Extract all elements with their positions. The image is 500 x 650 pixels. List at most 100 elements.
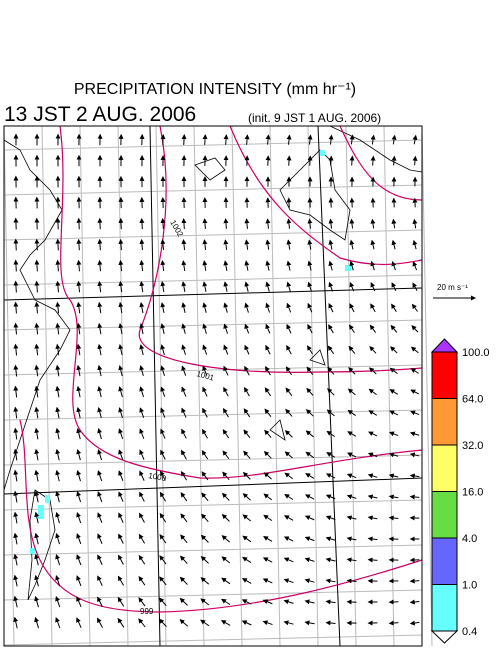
wind-arrow	[76, 259, 82, 272]
colorbar-segment	[431, 398, 458, 446]
wind-arrow	[158, 618, 167, 627]
wind-arrow	[285, 387, 293, 397]
wind-arrow	[13, 322, 19, 335]
colorbar-segment	[431, 351, 458, 399]
wind-arrow	[304, 557, 315, 563]
wind-arrow	[13, 385, 19, 398]
wind-arrow	[13, 553, 19, 566]
wind-arrow	[328, 218, 334, 229]
colorbar-label: 64.0	[462, 394, 483, 406]
wind-arrow	[181, 428, 187, 439]
wind-arrow	[160, 428, 166, 439]
wind-arrow	[244, 344, 250, 355]
wind-arrow	[76, 238, 82, 251]
wind-arrow	[34, 280, 40, 293]
wind-arrow	[305, 409, 314, 417]
wind-arrow	[265, 323, 271, 334]
wind-arrow	[97, 343, 103, 356]
wind-arrow	[264, 408, 272, 418]
wind-arrow	[325, 557, 336, 563]
wind-arrow	[286, 281, 292, 292]
wind-arrow	[325, 515, 336, 521]
wind-arrow	[369, 324, 377, 333]
wind-arrow	[347, 409, 356, 417]
wind-arrow	[265, 134, 271, 145]
wind-arrow	[325, 578, 336, 584]
wind-arrow	[367, 452, 378, 458]
wind-arrow	[55, 343, 61, 356]
grid-lat	[3, 634, 423, 646]
wind-arrow	[286, 239, 292, 250]
wind-arrow	[34, 364, 40, 377]
wind-arrow	[13, 574, 19, 587]
wind-arrow	[412, 155, 418, 166]
init-time: (init. 9 JST 1 AUG. 2006)	[248, 111, 381, 125]
wind-arrow	[13, 301, 19, 314]
wind-arrow	[304, 515, 315, 521]
wind-arrow	[265, 344, 271, 355]
wind-arrow	[118, 428, 124, 440]
wind-arrow	[244, 302, 250, 313]
wind-arrow	[139, 386, 145, 398]
wind-arrow	[34, 511, 40, 524]
wind-arrow	[139, 344, 145, 356]
grid-lon	[117, 125, 129, 647]
wind-arrow	[160, 281, 166, 293]
wind-arrow	[76, 491, 82, 503]
wind-arrow	[118, 322, 124, 335]
wind-arrow	[118, 343, 124, 356]
wind-arrow	[286, 260, 292, 271]
wind-arrow	[13, 532, 19, 545]
wind-arrow	[139, 302, 145, 314]
wind-scale-label: 20 m s⁻¹	[437, 283, 468, 292]
wind-arrow	[223, 260, 229, 271]
wind-arrow	[160, 365, 166, 376]
wind-arrow	[391, 282, 397, 292]
wind-arrow	[34, 406, 40, 419]
wind-arrow	[285, 366, 292, 376]
precip-cell	[320, 150, 325, 156]
wind-arrow	[409, 473, 420, 479]
wind-arrow	[265, 281, 271, 292]
wind-arrow	[307, 302, 313, 313]
grid-lon	[307, 125, 319, 647]
wind-arrow	[346, 473, 357, 479]
wind-arrow	[263, 472, 272, 480]
wind-arrow	[34, 553, 40, 566]
lat-lon-grid	[3, 125, 433, 647]
wind-arrow	[13, 427, 19, 440]
wind-arrow	[97, 238, 103, 251]
wind-arrow	[202, 344, 208, 355]
wind-arrow	[118, 238, 124, 251]
wind-arrow	[391, 239, 397, 250]
wind-arrow	[388, 515, 399, 521]
colorbar-segment	[431, 444, 458, 492]
wind-arrow	[118, 533, 124, 544]
wind-arrow	[305, 473, 315, 479]
wind-arrow	[389, 389, 398, 395]
precip-cell	[30, 548, 35, 554]
wind-arrow	[304, 620, 315, 626]
grid-lat	[3, 589, 423, 601]
wind-arrow	[223, 218, 229, 229]
wind-arrow	[221, 513, 230, 522]
colorbar-label: 1.0	[462, 580, 477, 592]
wind-arrow	[390, 346, 398, 354]
wind-arrow	[222, 429, 230, 439]
wind-arrow	[76, 512, 82, 524]
grid-lon	[421, 125, 433, 647]
wind-arrow	[97, 533, 103, 544]
wind-arrow	[284, 493, 294, 500]
wind-arrow	[222, 450, 230, 460]
wind-arrow	[13, 364, 19, 377]
wind-arrow	[34, 259, 40, 272]
wind-arrow	[326, 430, 336, 438]
wind-arrow	[179, 597, 188, 606]
wind-arrow	[55, 511, 61, 524]
isobar	[229, 125, 423, 266]
wind-arrow	[181, 344, 187, 355]
wind-arrow	[307, 260, 313, 271]
wind-arrow	[283, 536, 294, 542]
colorbar-label: 100.0	[462, 347, 490, 359]
grid-lat	[3, 274, 423, 286]
